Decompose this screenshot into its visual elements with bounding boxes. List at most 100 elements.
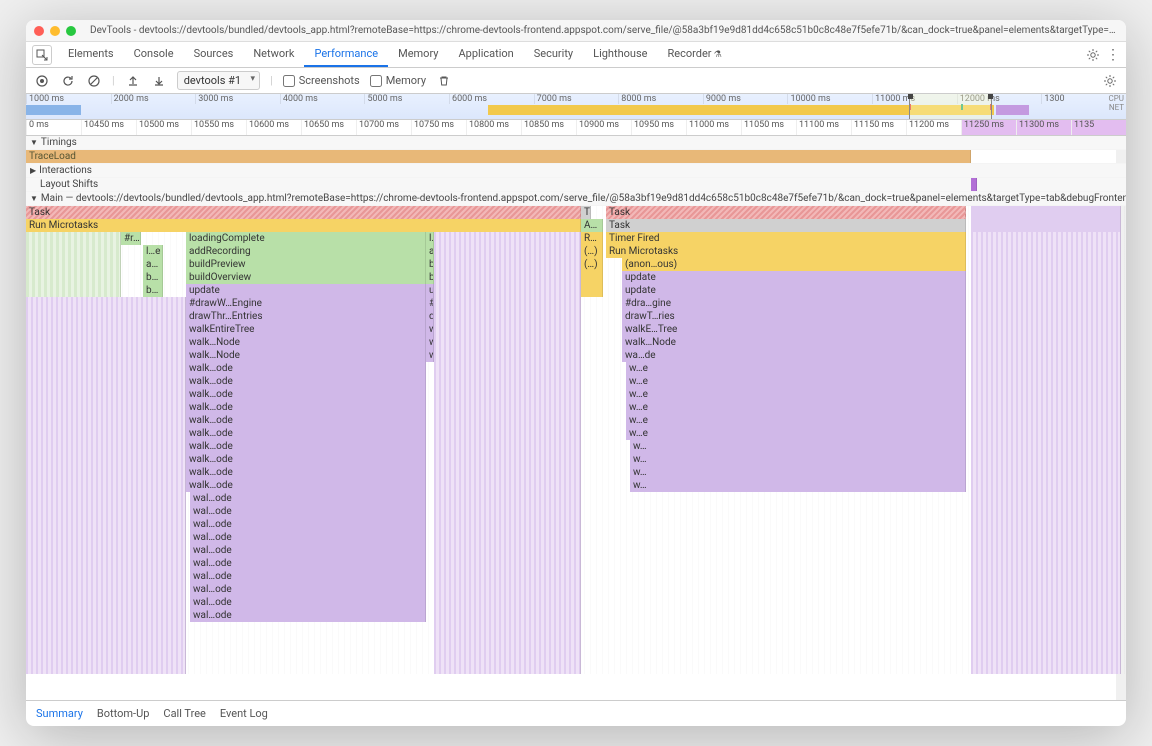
download-icon[interactable]: [151, 73, 167, 89]
interactions-header[interactable]: ▶Interactions: [26, 164, 1126, 178]
flame-entry[interactable]: wal…ode: [190, 531, 426, 544]
flame-entry[interactable]: #drawW…Engine: [186, 297, 426, 310]
flame-entry[interactable]: drawThr…Entries: [186, 310, 426, 323]
flame-entry[interactable]: walk…ode: [186, 414, 426, 427]
flame-entry[interactable]: w…e: [626, 414, 966, 427]
flame-entry[interactable]: walk…ode: [186, 375, 426, 388]
flame-entry[interactable]: wal…ode: [190, 557, 426, 570]
flame-entry[interactable]: walk…ode: [186, 427, 426, 440]
trash-icon[interactable]: [436, 73, 452, 89]
flame-entry[interactable]: Task: [581, 206, 591, 219]
flame-entry[interactable]: wal…ode: [190, 544, 426, 557]
layout-shift-marker[interactable]: [971, 178, 977, 191]
target-select[interactable]: devtools #1: [177, 71, 260, 90]
tab-elements[interactable]: Elements: [58, 42, 124, 67]
flame-entry[interactable]: (…): [581, 245, 603, 258]
flame-entry[interactable]: walk…ode: [186, 466, 426, 479]
flame-entry[interactable]: walk…ode: [186, 440, 426, 453]
flame-entry[interactable]: walk…Node: [186, 336, 426, 349]
tab-sources[interactable]: Sources: [184, 42, 244, 67]
flame-chart[interactable]: TaskTaskTaskRun MicrotasksA…Task#r…sload…: [26, 206, 1126, 674]
flame-entry[interactable]: update: [622, 284, 966, 297]
settings2-icon[interactable]: [1102, 73, 1118, 89]
main-thread-header[interactable]: ▼Main — devtools://devtools/bundled/devt…: [26, 192, 1126, 206]
flame-entry[interactable]: u…: [426, 284, 434, 297]
flame-entry[interactable]: l…e: [426, 232, 434, 245]
flame-entry[interactable]: wal…ode: [190, 583, 426, 596]
flame-entry[interactable]: (…): [581, 258, 603, 271]
flame-entry[interactable]: l…e: [143, 245, 163, 258]
flame-entry[interactable]: [971, 206, 1121, 219]
tab-network[interactable]: Network: [243, 42, 304, 67]
flame-entry[interactable]: walk…ode: [186, 401, 426, 414]
flame-entry[interactable]: wal…ode: [190, 570, 426, 583]
time-ruler[interactable]: 0 ms10450 ms10500 ms10550 ms10600 ms1065…: [26, 120, 1126, 136]
flame-entry[interactable]: (anon…ous): [622, 258, 966, 271]
tab-application[interactable]: Application: [448, 42, 523, 67]
tab-recorder[interactable]: Recorder ⚗: [657, 42, 731, 67]
flame-entry[interactable]: walk…Node: [622, 336, 966, 349]
flame-entry[interactable]: walk…Node: [186, 349, 426, 362]
tab-memory[interactable]: Memory: [388, 42, 448, 67]
clear-icon[interactable]: [86, 73, 102, 89]
flame-entry[interactable]: #r…s: [121, 232, 141, 245]
flame-entry[interactable]: walk…ode: [186, 479, 426, 492]
flame-entry[interactable]: w…e: [626, 401, 966, 414]
flame-entry[interactable]: [581, 284, 603, 297]
record-icon[interactable]: [34, 73, 50, 89]
flame-entry[interactable]: b…: [426, 271, 434, 284]
flame-entry[interactable]: b…: [143, 271, 163, 284]
flame-entry[interactable]: loadingComplete: [186, 232, 426, 245]
flame-entry[interactable]: w…: [630, 453, 966, 466]
flame-entry[interactable]: w…: [630, 466, 966, 479]
flame-entry[interactable]: wal…ode: [190, 505, 426, 518]
tab-performance[interactable]: Performance: [304, 42, 388, 67]
flame-entry[interactable]: Task: [606, 219, 966, 232]
layoutshifts-header[interactable]: Layout Shifts: [26, 178, 1126, 192]
zoom-icon[interactable]: [66, 26, 76, 36]
flame-entry[interactable]: #…: [426, 297, 434, 310]
flame-entry[interactable]: w…: [630, 479, 966, 492]
flame-entry[interactable]: wal…ode: [190, 492, 426, 505]
close-icon[interactable]: [34, 26, 44, 36]
timings-header[interactable]: ▼Timings: [26, 136, 1126, 150]
screenshots-checkbox[interactable]: Screenshots: [283, 74, 360, 87]
flame-entry[interactable]: wal…ode: [190, 609, 426, 622]
upload-icon[interactable]: [125, 73, 141, 89]
flame-entry[interactable]: buildPreview: [186, 258, 426, 271]
flame-entry[interactable]: update: [186, 284, 426, 297]
memory-checkbox[interactable]: Memory: [370, 74, 426, 87]
flame-entry[interactable]: w…: [630, 440, 966, 453]
flame-entry[interactable]: w…e: [626, 427, 966, 440]
flame-entry[interactable]: b…: [143, 284, 163, 297]
flame-entry[interactable]: b…: [426, 258, 434, 271]
tab-lighthouse[interactable]: Lighthouse: [583, 42, 657, 67]
flame-entry[interactable]: w…e: [626, 375, 966, 388]
flame-entry[interactable]: A…: [581, 219, 603, 232]
flame-entry[interactable]: [581, 271, 603, 284]
tab-console[interactable]: Console: [124, 42, 184, 67]
flame-entry[interactable]: Run Microtasks: [26, 219, 581, 232]
timeline-overview[interactable]: 1000 ms2000 ms3000 ms4000 ms5000 ms6000 …: [26, 94, 1126, 120]
flame-entry[interactable]: wal…ode: [190, 518, 426, 531]
flame-entry[interactable]: addRecording: [186, 245, 426, 258]
flame-entry[interactable]: update: [622, 271, 966, 284]
flame-entry[interactable]: a…: [143, 258, 163, 271]
flame-entry[interactable]: walkE…Tree: [622, 323, 966, 336]
flame-entry[interactable]: w…: [426, 349, 434, 362]
tab-security[interactable]: Security: [524, 42, 583, 67]
flame-entry[interactable]: w…e: [626, 362, 966, 375]
flame-entry[interactable]: #dra…gine: [622, 297, 966, 310]
flame-entry[interactable]: a…: [426, 245, 434, 258]
more-icon[interactable]: ⋮: [1106, 50, 1120, 60]
flame-entry[interactable]: [971, 219, 1121, 232]
details-tab-event-log[interactable]: Event Log: [220, 707, 268, 720]
details-tab-bottom-up[interactable]: Bottom-Up: [97, 707, 150, 720]
flame-entry[interactable]: walk…ode: [186, 362, 426, 375]
flame-entry[interactable]: Task: [26, 206, 581, 219]
flame-entry[interactable]: w…: [426, 336, 434, 349]
flame-entry[interactable]: wa…de: [622, 349, 966, 362]
flame-entry[interactable]: Task: [606, 206, 966, 219]
flame-entry[interactable]: buildOverview: [186, 271, 426, 284]
details-tab-summary[interactable]: Summary: [36, 707, 83, 720]
